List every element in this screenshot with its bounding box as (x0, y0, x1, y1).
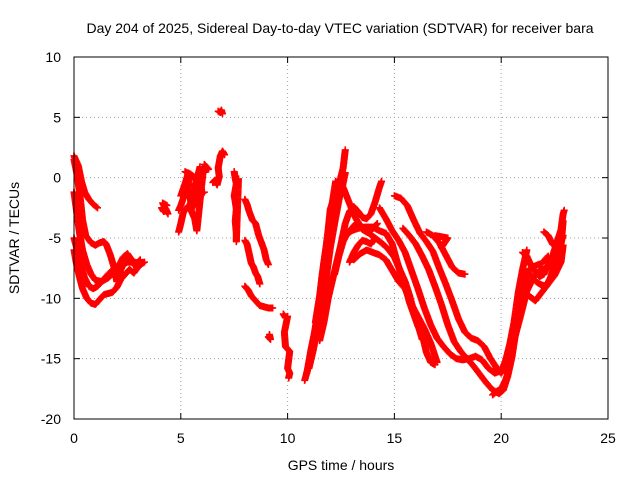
x-tick-label: 15 (387, 430, 403, 446)
data-point (285, 374, 293, 382)
x-tick-label: 25 (600, 430, 616, 446)
data-points (70, 106, 568, 399)
data-point (560, 206, 568, 214)
series-trace-11 (209, 147, 229, 189)
x-tick-label: 10 (280, 430, 296, 446)
x-axis-label: GPS time / hours (288, 457, 395, 473)
data-point (341, 146, 349, 154)
series-trace-16 (241, 282, 277, 312)
y-axis-label: SDTVAR / TECUs (6, 182, 22, 294)
x-tick-label: 0 (70, 430, 78, 446)
data-point (221, 151, 229, 159)
series-trace-15 (241, 236, 264, 288)
data-point (218, 110, 226, 118)
series-trace-37 (540, 217, 567, 252)
series-trace-17 (264, 331, 275, 343)
data-point (559, 217, 567, 225)
series-trace-33 (489, 367, 513, 399)
series-trace-27 (350, 246, 441, 366)
series-trace-10 (177, 160, 213, 235)
data-point (461, 270, 469, 278)
data-point (201, 161, 209, 169)
y-tick-label: 5 (53, 109, 61, 125)
plot-frame (73, 56, 609, 420)
y-tick-label: -15 (41, 351, 61, 367)
series-trace-32 (431, 232, 452, 252)
y-tick-label: 10 (45, 49, 61, 65)
chart-title: Day 204 of 2025, Sidereal Day-to-day VTE… (86, 20, 593, 36)
data-point (437, 244, 445, 252)
series-trace-28 (375, 204, 531, 377)
data-point (269, 304, 277, 312)
data-point (523, 246, 531, 254)
data-point (373, 220, 381, 228)
data-point (433, 358, 441, 366)
data-point (134, 263, 142, 271)
data-point (341, 169, 349, 177)
series-trace-5 (70, 246, 142, 308)
data-point (136, 259, 144, 267)
data-point (163, 201, 171, 209)
data-point (264, 261, 272, 269)
data-point (265, 331, 273, 339)
series-trace-18 (279, 310, 294, 382)
series-trace-13 (230, 168, 242, 246)
y-tick-label: -5 (49, 230, 62, 246)
y-tick-label: -20 (41, 411, 61, 427)
data-point (234, 175, 242, 183)
data-point (92, 203, 100, 211)
data-point (505, 367, 513, 375)
y-tick-label: -10 (41, 290, 61, 306)
data-point (200, 160, 208, 168)
x-tick-label: 5 (177, 430, 185, 446)
series-trace-6 (158, 199, 172, 218)
y-tick-label: 0 (53, 170, 61, 186)
series-trace-12 (214, 106, 226, 118)
data-point (93, 204, 101, 212)
x-tick-label: 20 (493, 430, 509, 446)
data-point (378, 177, 386, 185)
data-point (256, 280, 264, 288)
data-point (196, 163, 204, 171)
tick-labels: 0 5 10 15 20 25 -20 -15 -10 -5 0 5 10 (41, 49, 616, 446)
data-point (140, 258, 148, 266)
series-trace-24 (346, 234, 379, 266)
series-trace-14 (241, 195, 272, 269)
